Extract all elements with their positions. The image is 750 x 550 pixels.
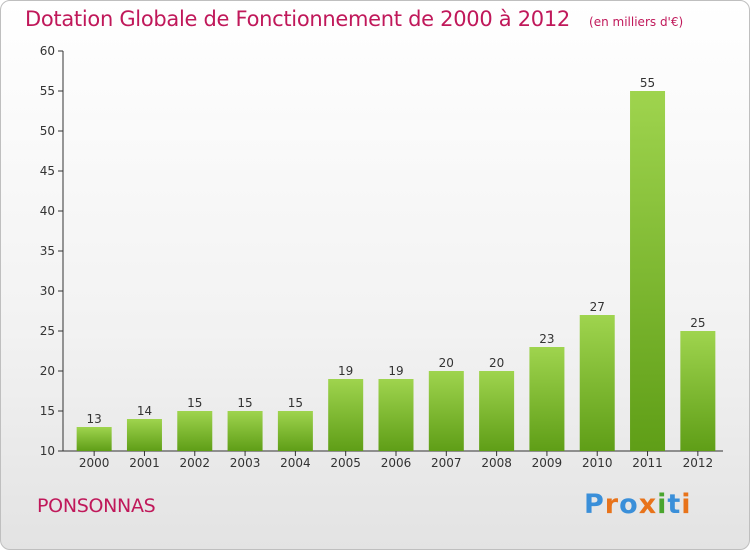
data-label-2001: 14 bbox=[137, 404, 152, 418]
chart-title: Dotation Globale de Fonctionnement de 20… bbox=[25, 7, 570, 31]
x-tick-label: 2004 bbox=[280, 456, 311, 470]
data-label-2008: 20 bbox=[489, 356, 504, 370]
title-row: Dotation Globale de Fonctionnement de 20… bbox=[25, 7, 683, 31]
data-label-2004: 15 bbox=[288, 396, 303, 410]
x-tick-label: 2007 bbox=[431, 456, 462, 470]
data-label-2005: 19 bbox=[338, 364, 353, 378]
data-label-2000: 13 bbox=[87, 412, 102, 426]
bar-2000 bbox=[76, 427, 112, 451]
logo-letter: x bbox=[638, 489, 658, 520]
logo-letter: r bbox=[604, 489, 620, 520]
y-tick-label: 55 bbox=[40, 84, 55, 98]
logo-letter: P bbox=[584, 489, 605, 520]
x-tick-label: 2008 bbox=[481, 456, 512, 470]
data-label-2011: 55 bbox=[640, 76, 655, 90]
x-tick-label: 2012 bbox=[683, 456, 714, 470]
y-tick-label: 40 bbox=[40, 204, 55, 218]
bar-2007 bbox=[428, 371, 464, 451]
data-label-2007: 20 bbox=[439, 356, 454, 370]
y-tick-label: 30 bbox=[40, 284, 55, 298]
bar-2005 bbox=[328, 379, 364, 451]
x-tick-label: 2009 bbox=[532, 456, 563, 470]
x-tick-label: 2006 bbox=[381, 456, 412, 470]
x-tick-label: 2002 bbox=[179, 456, 210, 470]
x-tick-label: 2011 bbox=[632, 456, 663, 470]
y-tick-label: 25 bbox=[40, 324, 55, 338]
x-tick-label: 2005 bbox=[330, 456, 361, 470]
x-tick-label: 2010 bbox=[582, 456, 613, 470]
y-tick-label: 60 bbox=[40, 44, 55, 58]
bar-2011 bbox=[630, 91, 666, 451]
x-axis: 2000 2001 2002 2003 2004 2005 2006 2007 2008 2009… bbox=[63, 450, 723, 470]
bar-2001 bbox=[126, 419, 162, 451]
logo-letter: o bbox=[619, 489, 639, 520]
y-tick-label: 15 bbox=[40, 404, 55, 418]
bar-2008 bbox=[479, 371, 515, 451]
bar-2002 bbox=[177, 411, 213, 451]
data-label-2009: 23 bbox=[539, 332, 554, 346]
bar-2006 bbox=[378, 379, 414, 451]
x-tick-label: 2000 bbox=[79, 456, 110, 470]
proxiti-logo[interactable]: Proxiti bbox=[584, 489, 692, 520]
y-tick-label: 50 bbox=[40, 124, 55, 138]
data-label-2010: 27 bbox=[590, 300, 605, 314]
y-tick-label: 35 bbox=[40, 244, 55, 258]
data-label-2003: 15 bbox=[237, 396, 252, 410]
bar-2004 bbox=[277, 411, 313, 451]
y-tick-label: 10 bbox=[40, 444, 55, 458]
x-tick-label: 2003 bbox=[230, 456, 261, 470]
data-labels: 13 14 15 15 15 19 19 20 20 23 27 55 25 bbox=[87, 76, 706, 426]
data-label-2012: 25 bbox=[690, 316, 705, 330]
y-tick-label: 20 bbox=[40, 364, 55, 378]
data-label-2006: 19 bbox=[388, 364, 403, 378]
chart-subtitle: (en milliers d'€) bbox=[589, 15, 684, 29]
bar-2012 bbox=[680, 331, 716, 451]
bar-2003 bbox=[227, 411, 263, 451]
data-label-2002: 15 bbox=[187, 396, 202, 410]
logo-letter: t bbox=[667, 489, 682, 520]
logo-letter: i bbox=[681, 489, 692, 520]
bars bbox=[76, 91, 716, 451]
x-tick-label: 2001 bbox=[129, 456, 160, 470]
bar-2010 bbox=[579, 315, 615, 451]
logo-letter: i bbox=[657, 489, 668, 520]
y-tick-label: 45 bbox=[40, 164, 55, 178]
bar-2009 bbox=[529, 347, 565, 451]
y-axis: 10 15 20 25 30 35 40 45 50 55 60 bbox=[40, 44, 64, 458]
commune-name: PONSONNAS bbox=[37, 495, 156, 517]
